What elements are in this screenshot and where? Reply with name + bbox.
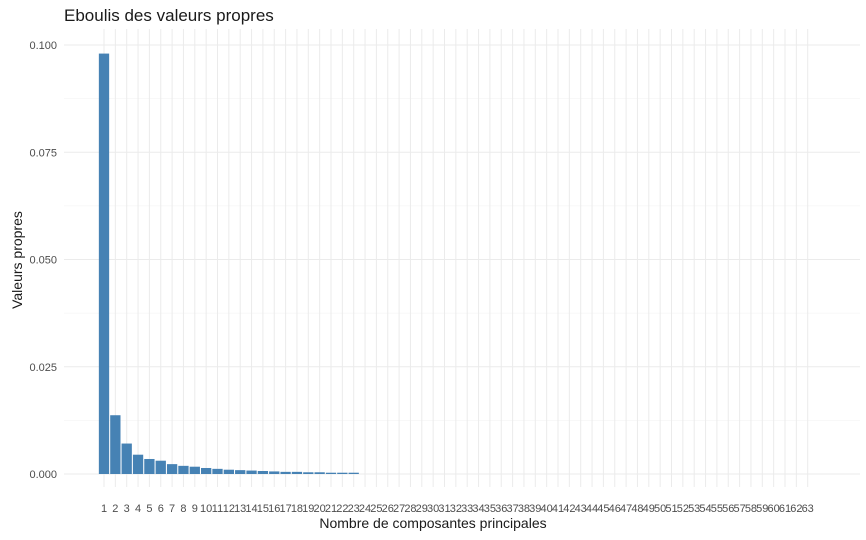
bar — [235, 470, 246, 474]
x-tick-label: 40 — [541, 503, 553, 515]
bar — [246, 470, 257, 474]
x-tick-label: 54 — [699, 503, 711, 515]
x-tick-label: 38 — [518, 503, 530, 515]
x-tick-label: 44 — [586, 503, 598, 515]
x-tick-label: 18 — [291, 503, 303, 515]
bar — [178, 465, 189, 474]
bar — [201, 467, 212, 474]
x-tick-label: 41 — [552, 503, 564, 515]
bar — [348, 472, 359, 474]
bar — [291, 471, 303, 474]
x-tick-label: 57 — [733, 503, 745, 515]
x-tick-label: 42 — [563, 503, 575, 515]
x-tick-label: 22 — [336, 503, 348, 515]
x-axis-label: Nombre de composantes principales — [319, 515, 547, 531]
x-tick-label: 27 — [393, 503, 405, 515]
x-tick-label: 28 — [404, 503, 416, 515]
y-tick-label: 0.100 — [29, 40, 57, 52]
x-tick-label: 14 — [245, 503, 257, 515]
x-tick-label: 1 — [101, 503, 107, 515]
x-tick-label: 49 — [643, 503, 655, 515]
x-tick-label: 17 — [279, 503, 291, 515]
x-tick-label: 47 — [620, 503, 632, 515]
x-tick-label: 58 — [745, 503, 757, 515]
x-tick-label: 15 — [257, 503, 269, 515]
bar — [212, 468, 223, 474]
bar — [269, 471, 280, 474]
x-tick-label: 56 — [722, 503, 734, 515]
x-tick-label: 31 — [438, 503, 450, 515]
x-tick-label: 61 — [779, 503, 791, 515]
bar — [223, 469, 234, 474]
bar — [132, 454, 144, 474]
x-tick-label: 19 — [302, 503, 314, 515]
bar — [166, 464, 178, 474]
x-tick-label: 6 — [158, 503, 164, 515]
bar — [155, 460, 166, 474]
x-tick-label: 4 — [135, 503, 141, 515]
x-tick-label: 30 — [427, 503, 439, 515]
x-tick-label: 10 — [200, 503, 212, 515]
x-tick-label: 2 — [112, 503, 118, 515]
bar — [110, 415, 121, 474]
x-tick-label: 62 — [790, 503, 802, 515]
x-tick-label: 59 — [756, 503, 768, 515]
x-tick-label: 9 — [192, 503, 198, 515]
x-tick-label: 35 — [484, 503, 496, 515]
bar — [98, 53, 110, 475]
x-tick-label: 39 — [529, 503, 541, 515]
x-tick-label: 52 — [677, 503, 689, 515]
x-tick-label: 25 — [370, 503, 382, 515]
bar — [314, 472, 325, 474]
x-tick-label: 53 — [688, 503, 700, 515]
x-tick-label: 7 — [169, 503, 175, 515]
x-tick-label: 55 — [711, 503, 723, 515]
x-tick-label: 33 — [461, 503, 473, 515]
x-tick-label: 26 — [382, 503, 394, 515]
x-tick-label: 12 — [223, 503, 235, 515]
x-tick-label: 46 — [609, 503, 621, 515]
bar — [257, 470, 269, 474]
x-tick-label: 48 — [631, 503, 643, 515]
bar — [303, 472, 314, 474]
x-tick-label: 13 — [234, 503, 246, 515]
x-tick-label: 23 — [348, 503, 360, 515]
x-tick-label: 24 — [359, 503, 371, 515]
x-tick-label: 5 — [146, 503, 152, 515]
chart-title: Eboulis des valeurs propres — [64, 6, 274, 25]
y-axis-label: Valeurs propres — [9, 211, 25, 309]
x-tick-label: 63 — [802, 503, 814, 515]
y-tick-label: 0.025 — [29, 362, 57, 374]
x-tick-label: 34 — [472, 503, 484, 515]
x-tick-label: 50 — [654, 503, 666, 515]
x-tick-label: 21 — [325, 503, 337, 515]
bar — [337, 472, 348, 474]
x-tick-label: 51 — [665, 503, 677, 515]
x-tick-label: 11 — [212, 503, 223, 515]
x-tick-label: 29 — [416, 503, 428, 515]
x-tick-label: 20 — [314, 503, 326, 515]
bar — [280, 471, 291, 474]
x-tick-label: 3 — [124, 503, 130, 515]
bar — [189, 466, 200, 474]
x-tick-label: 32 — [450, 503, 462, 515]
bar — [144, 458, 155, 474]
x-tick-label: 43 — [575, 503, 587, 515]
bar — [325, 472, 337, 474]
x-tick-label: 36 — [495, 503, 507, 515]
x-tick-label: 60 — [768, 503, 780, 515]
y-tick-label: 0.050 — [29, 255, 57, 267]
x-tick-label: 16 — [268, 503, 280, 515]
x-tick-label: 45 — [597, 503, 609, 515]
x-tick-label: 8 — [180, 503, 186, 515]
y-tick-label: 0.075 — [29, 147, 57, 159]
bar — [121, 443, 132, 474]
y-tick-label: 0.000 — [29, 469, 57, 481]
x-tick-label: 37 — [506, 503, 518, 515]
